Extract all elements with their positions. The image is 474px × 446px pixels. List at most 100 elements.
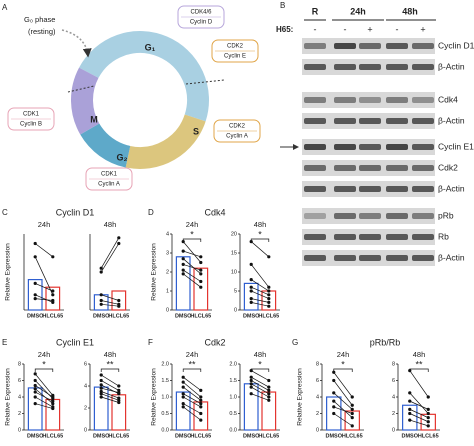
blot-label: β-Actin [438,252,465,262]
pair-line [409,413,429,423]
pair-line [251,279,269,292]
pair-point [99,383,103,387]
treatment: + [420,24,425,34]
pair-point [99,395,103,399]
band [359,213,381,219]
pair-line [34,373,54,396]
pair-point [350,424,354,428]
y-axis-label: Relative Expression [151,368,158,426]
complex-cyclin: Cyclin E [224,54,246,60]
subplot-title: 48h [104,350,117,359]
x-tick-label: HLCL65 [42,433,63,439]
pair-point [199,279,203,284]
band [386,165,408,171]
phase-label: S [193,126,199,136]
pair-line [183,403,201,414]
pair-point [332,370,336,374]
pair-point [181,395,185,399]
pair-line [34,256,54,295]
pair-point [117,398,121,402]
y-tick-label: 0 [316,427,319,433]
pair-point [267,285,271,289]
pair-line [101,384,119,395]
y-tick-label: 0 [392,427,395,433]
pair-point [267,300,271,304]
pair-line [409,370,429,398]
complex-cyclin: Cyclin A [226,134,248,140]
y-tick-label: 8 [316,361,319,367]
pair-point [332,405,336,409]
pair-point [267,289,271,293]
complex-cyclin: Cyclin B [20,122,42,128]
pair-line [101,374,119,387]
subplot-title: 24h [337,350,350,359]
pair-line [35,283,53,292]
pair-point [51,289,55,293]
pair-point [350,411,354,416]
x-tick-label: DMSO [27,433,44,439]
pair-line [101,393,119,401]
band [386,234,408,240]
band [334,43,356,49]
phase-divider [67,85,95,93]
band [412,213,434,219]
bar [45,286,61,311]
y-tick-label: 4 [316,394,319,400]
pair-point [350,403,354,407]
pair-point [267,392,271,396]
pair-point [199,272,203,276]
panel-title: pRb/Rb [370,337,401,347]
pair-point [426,411,430,416]
pair-line [333,400,353,418]
pair-point [249,262,253,266]
band [412,186,434,192]
pair-line [35,391,53,402]
x-tick-label: HLCL65 [42,313,63,319]
x-tick-label: HLCL65 [190,433,211,439]
x-tick-label: DMSO [402,433,419,439]
sig-annotation: * [258,359,262,369]
pair-point [199,398,203,402]
pair-point [33,395,37,399]
y-tick-label: 1 [166,288,169,294]
pair-point [426,424,430,428]
sig-annotation: * [190,229,194,239]
blot-label: β-Actin [438,61,465,71]
pair-point [408,391,412,395]
band [386,43,408,49]
pair-point [199,260,203,265]
pair-line [100,237,120,269]
pair-line [182,273,202,288]
band [334,144,356,150]
sig-annotation: ** [188,359,196,369]
subplot-title: 24h [186,350,199,359]
phase-arc [79,31,209,122]
band [304,165,326,171]
x-tick-label: DMSO [27,313,44,319]
pair-line [35,294,53,303]
pair-point [267,398,271,402]
pair-point [249,289,253,293]
pair-point [117,396,121,400]
panel-label: D [148,208,154,217]
y-tick-label: 15 [231,250,237,256]
y-axis-label: Relative Expression [297,368,304,426]
bar [243,383,259,431]
pair-point [33,255,37,259]
sig-annotation: ** [415,359,423,369]
y-tick-label: 6 [316,378,319,384]
pair-point [33,372,37,376]
band [334,64,356,70]
pair-line [183,269,201,282]
band [334,186,356,192]
pair-point [408,418,412,422]
y-tick-label: 8 [392,361,395,367]
pair-point [33,383,37,388]
pair-line [251,376,269,388]
pair-point [249,285,253,289]
panel-title: Cyclin E1 [56,337,94,347]
pair-line [34,243,54,258]
pair-point [117,304,121,308]
sig-bracket [100,368,120,372]
